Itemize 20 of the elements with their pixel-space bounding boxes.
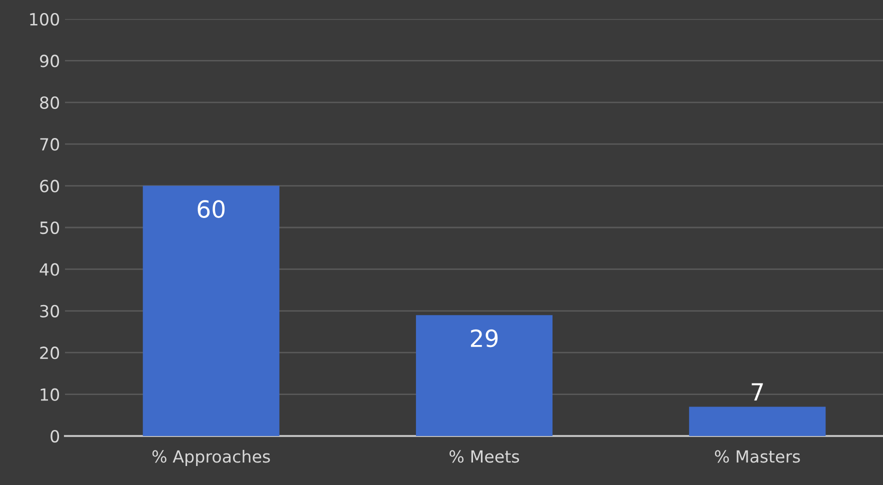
y-tick-label: 50 bbox=[40, 221, 60, 234]
bar bbox=[142, 186, 280, 436]
data-label: 60 bbox=[198, 200, 225, 218]
data-label: 7 bbox=[752, 383, 763, 401]
y-tick-label: 0 bbox=[50, 430, 60, 443]
x-tick-label: % Masters bbox=[714, 450, 800, 463]
bar bbox=[416, 315, 553, 436]
y-tick-label: 100 bbox=[30, 12, 60, 26]
x-tick-label: % Approaches bbox=[152, 450, 270, 466]
y-tick-label: 40 bbox=[40, 263, 60, 276]
data-label: 29 bbox=[470, 329, 498, 348]
y-tick-label: 70 bbox=[40, 138, 60, 151]
y-tick-label: 80 bbox=[40, 96, 60, 109]
y-tick-label: 20 bbox=[40, 346, 60, 360]
y-tick-label: 90 bbox=[40, 54, 60, 68]
x-tick-label: % Meets bbox=[450, 450, 520, 463]
y-tick-label: 10 bbox=[40, 388, 60, 401]
y-tick-label: 30 bbox=[40, 304, 60, 318]
bar bbox=[689, 406, 826, 436]
y-tick-label: 60 bbox=[40, 180, 60, 192]
